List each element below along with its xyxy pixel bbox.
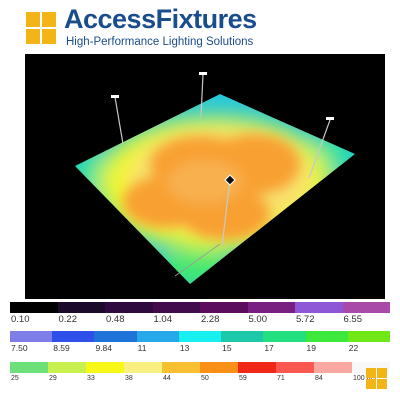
legend-swatch — [238, 362, 276, 373]
legend-label: 100 [fc] — [353, 375, 376, 382]
legend-label: 0.22 — [58, 314, 78, 325]
legend-swatch — [347, 331, 390, 342]
legend-swatch — [178, 331, 222, 342]
legend-swatch — [57, 302, 105, 313]
legend-label: 71 — [277, 375, 285, 382]
legend-label: 29 — [49, 375, 57, 382]
legend-label: 17 — [264, 343, 274, 353]
legend-label: 84 — [315, 375, 323, 382]
four-square-logo-icon — [26, 12, 56, 44]
fixture-heads — [111, 72, 334, 186]
legend-row-2: 7.50 8.59 9.84 11 13 15 17 19 22 — [10, 331, 390, 354]
legend-label: 19 — [306, 343, 317, 353]
legend-labels-1: 0.10 0.22 0.48 1.04 2.28 5.00 5.72 6.55 — [10, 313, 390, 325]
light-poles — [114, 73, 331, 277]
brand-part2: Fixtures — [155, 4, 258, 34]
legend-label: 5.00 — [248, 314, 268, 325]
legend-label: 7.50 — [11, 343, 28, 353]
legend-swatch — [342, 302, 390, 313]
legend-row-1: 0.10 0.22 0.48 1.04 2.28 5.00 5.72 6.55 — [10, 302, 390, 325]
legend-row-3: 25 29 33 38 44 50 59 71 84 100 [fc] — [10, 362, 390, 385]
legend-swatch — [263, 331, 306, 342]
legend-labels-3: 25 29 33 38 44 50 59 71 84 100 [fc] — [10, 373, 390, 385]
brand-title: AccessFixtures — [64, 4, 257, 35]
legend-swatch — [52, 331, 95, 342]
legend-label: 0.48 — [106, 314, 125, 325]
legend-swatch — [305, 331, 348, 342]
legend-swatch — [10, 362, 48, 373]
legend-label: 5.72 — [296, 314, 315, 325]
legend-label: 0.10 — [11, 314, 30, 325]
legend-swatch — [352, 362, 390, 373]
legend-label: 2.28 — [201, 314, 220, 325]
legend-label: 9.84 — [95, 343, 112, 353]
legend-label: 50 — [201, 375, 209, 382]
legend-label: 1.04 — [153, 314, 173, 325]
legend-label: 38 — [125, 375, 133, 382]
legend-label: 11 — [137, 343, 147, 353]
legend-swatch — [295, 302, 343, 313]
legend-swatch — [247, 302, 295, 313]
legend-labels-2: 7.50 8.59 9.84 11 13 15 17 19 22 — [10, 342, 390, 354]
brand-tagline: High-Performance Lighting Solutions — [66, 36, 254, 48]
legend-label: 25 — [11, 375, 19, 382]
legend-swatch — [86, 362, 124, 373]
legend-label: 6.55 — [343, 314, 363, 325]
legend-swatch — [10, 331, 53, 342]
legend-swatch — [276, 362, 314, 373]
brand-part1: Access — [64, 4, 156, 34]
legend-swatches-1 — [10, 302, 390, 313]
floor-plane — [75, 94, 355, 284]
legend-label: 59 — [239, 375, 247, 382]
photometric-plan-icon — [25, 54, 385, 299]
legend-swatches-3 — [10, 362, 390, 373]
legend-label: 13 — [179, 343, 190, 353]
legend-swatch — [314, 362, 352, 373]
legend-label: 8.59 — [53, 343, 70, 353]
legend-swatch — [124, 362, 162, 373]
corner-logo-icon — [366, 368, 388, 390]
legend-swatch — [221, 331, 264, 342]
legend-swatch — [94, 331, 137, 342]
legend-label: 44 — [163, 375, 171, 382]
legend-swatch — [48, 362, 86, 373]
legend-swatch — [200, 362, 238, 373]
legend-swatches-2 — [10, 331, 390, 342]
header: AccessFixtures High-Performance Lighting… — [0, 0, 400, 54]
legend-label: 33 — [87, 375, 95, 382]
legend-swatch — [152, 302, 200, 313]
legend-swatch — [105, 302, 153, 313]
legend-label: 22 — [348, 343, 359, 353]
legend-label: 15 — [222, 343, 232, 353]
legend-swatch — [162, 362, 200, 373]
illuminance-render — [75, 72, 355, 284]
legend-swatch — [10, 302, 58, 313]
legend-swatch — [200, 302, 248, 313]
legend-swatch — [136, 331, 179, 342]
